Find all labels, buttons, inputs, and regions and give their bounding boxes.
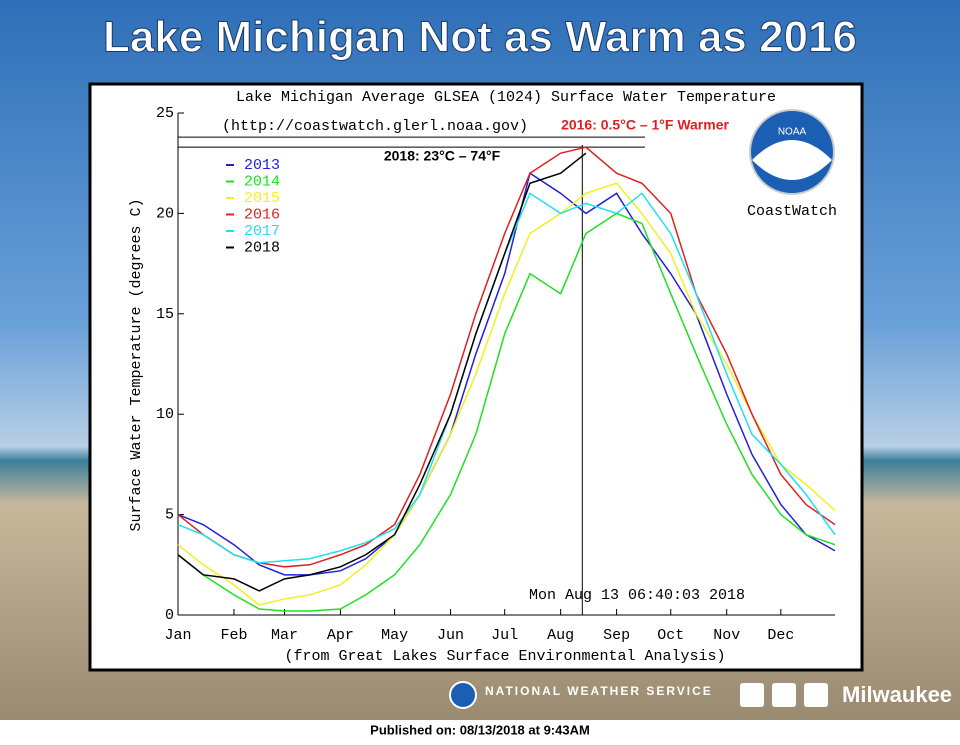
series-line xyxy=(177,212,836,612)
x-tick-label: Nov xyxy=(713,627,740,644)
y-tick-label: 10 xyxy=(156,406,174,423)
logo-badge: NOAA xyxy=(778,127,807,138)
x-axis-label: (from Great Lakes Surface Environmental … xyxy=(284,648,725,665)
facebook-icon xyxy=(740,683,764,707)
x-tick-label: Aug xyxy=(547,627,574,644)
legend-label: 2016 xyxy=(244,206,280,223)
legend-label: 2015 xyxy=(244,190,280,207)
x-tick-label: Jan xyxy=(164,627,191,644)
x-tick-label: Oct xyxy=(657,627,684,644)
y-tick-label: 25 xyxy=(156,105,174,122)
y-tick-label: 0 xyxy=(165,607,174,624)
series-line xyxy=(177,172,836,576)
noaa-gull xyxy=(752,140,832,180)
x-tick-label: Sep xyxy=(603,627,630,644)
y-tick-label: 20 xyxy=(156,205,174,222)
x-tick-label: Jul xyxy=(491,627,518,644)
logo-name: CoastWatch xyxy=(747,203,837,220)
published: Published on: 08/13/2018 at 9:43AM xyxy=(370,722,590,737)
office: Milwaukee xyxy=(842,682,952,707)
series-line xyxy=(177,182,836,606)
x-tick-label: Jun xyxy=(437,627,464,644)
legend-label: 2014 xyxy=(244,173,280,190)
y-tick-label: 5 xyxy=(165,507,174,524)
y-tick-label: 15 xyxy=(156,306,174,323)
series-line xyxy=(177,146,836,568)
legend-label: 2018 xyxy=(244,239,280,256)
x-tick-label: Apr xyxy=(327,627,354,644)
youtube-icon xyxy=(772,683,796,707)
nws-logo xyxy=(449,681,477,709)
chart-title: Lake Michigan Average GLSEA (1024) Surfa… xyxy=(236,89,776,106)
annotation: 2016: 0.5°C – 1°F Warmer xyxy=(561,117,729,133)
annotation: 2018: 23°C – 74°F xyxy=(384,148,501,164)
x-tick-label: Mar xyxy=(271,627,298,644)
twitter-icon xyxy=(804,683,828,707)
chart-subtitle: (http://coastwatch.glerl.noaa.gov) xyxy=(222,118,528,135)
agency: NATIONAL WEATHER SERVICE xyxy=(485,684,713,698)
legend-label: 2013 xyxy=(244,157,280,174)
x-tick-label: May xyxy=(381,627,408,644)
legend-label: 2017 xyxy=(244,223,280,240)
timestamp: Mon Aug 13 06:40:03 2018 xyxy=(529,587,745,604)
chart-panel xyxy=(88,82,864,672)
x-tick-label: Feb xyxy=(220,627,247,644)
x-tick-label: Dec xyxy=(767,627,794,644)
series-line xyxy=(177,152,587,592)
footer-band xyxy=(0,720,960,740)
y-axis-label: Surface Water Temperature (degrees C) xyxy=(128,198,145,531)
banner-title: Lake Michigan Not as Warm as 2016 xyxy=(103,13,857,62)
